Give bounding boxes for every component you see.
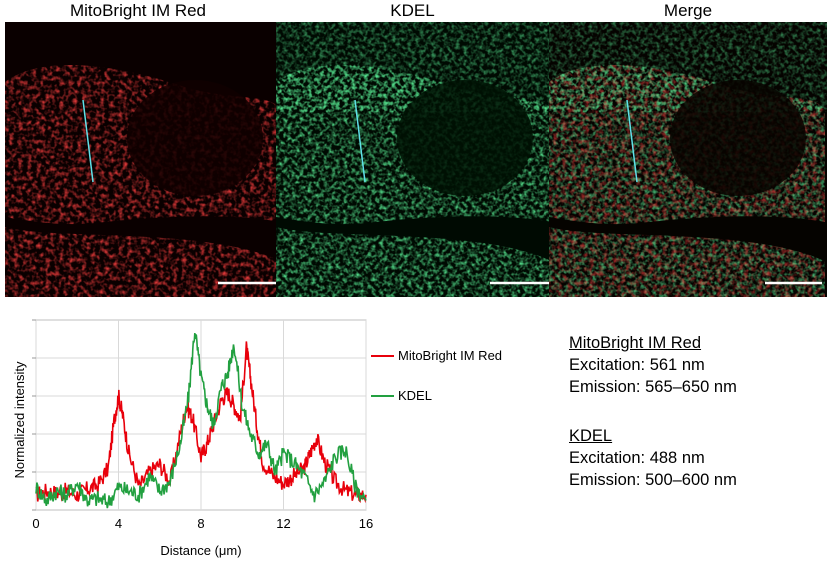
green-dye-info: KDEL Excitation: 488 nm Emission: 500–60…	[569, 425, 737, 491]
x-tick-label: 4	[115, 516, 122, 531]
green-channel-image	[276, 22, 549, 297]
legend-label-green: KDEL	[398, 388, 432, 403]
micrograph-row	[5, 22, 827, 297]
y-axis-label: Normalized intensity	[12, 361, 27, 479]
x-tick-label: 0	[32, 516, 39, 531]
green-dye-excitation: Excitation: 488 nm	[569, 449, 705, 467]
red-channel-image	[5, 22, 276, 297]
green-dye-emission: Emission: 500–600 nm	[569, 471, 737, 489]
red-dye-info: MitoBright IM Red Excitation: 561 nm Emi…	[569, 332, 737, 398]
merge-image	[549, 22, 827, 297]
red-dye-name: MitoBright IM Red	[569, 334, 702, 352]
red-dye-emission: Emission: 565–650 nm	[569, 378, 737, 396]
x-tick-label: 12	[276, 516, 290, 531]
panel-title-green: KDEL	[390, 1, 435, 20]
intensity-profile-chart: 0 4 8 12 16 Distance (μm) Normalized intensi…	[12, 319, 502, 558]
series-line-red	[35, 341, 367, 504]
x-tick-label: 8	[197, 516, 204, 531]
panel-title-red: MitoBright IM Red	[69, 1, 207, 20]
x-tick-label: 16	[359, 516, 373, 531]
x-axis-label: Distance (μm)	[160, 543, 241, 558]
series-line-green	[35, 332, 367, 509]
green-dye-name: KDEL	[569, 427, 613, 445]
panel-title-merge: Merge	[663, 1, 713, 20]
red-dye-excitation: Excitation: 561 nm	[569, 356, 705, 374]
legend-label-red: MitoBright IM Red	[398, 348, 502, 363]
